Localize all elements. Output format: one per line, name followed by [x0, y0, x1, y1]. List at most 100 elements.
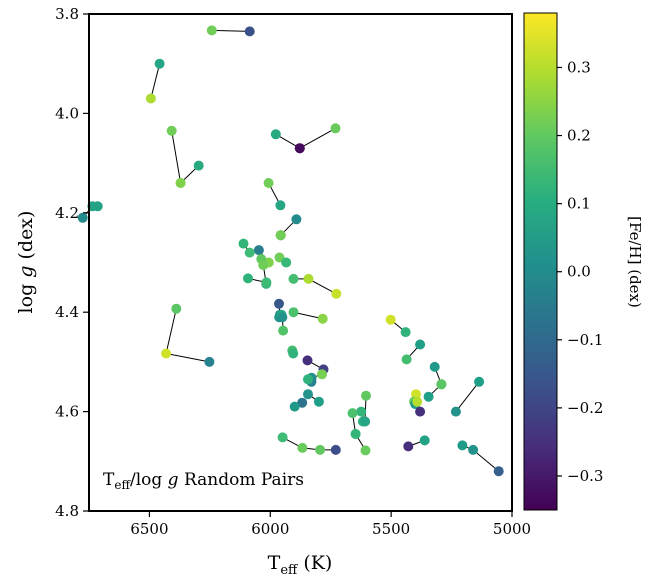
data-point: [411, 389, 421, 400]
data-point: [270, 129, 281, 140]
data-point: [330, 444, 341, 455]
data-point: [317, 313, 328, 324]
data-point: [474, 376, 485, 387]
data-point: [297, 397, 308, 408]
data-point: [288, 348, 299, 359]
colorbar-tick-label: −0.1: [567, 331, 603, 349]
y-tick-label: 4.2: [55, 204, 79, 222]
y-axis-ticks: 3.8 4.0 4.2 4.4 4.6 4.8: [55, 5, 89, 520]
data-point: [401, 354, 412, 365]
data-point: [297, 442, 308, 453]
pair-line: [165, 308, 210, 363]
data-point: [154, 58, 165, 69]
pair-line: [462, 444, 500, 472]
y-tick-label: 3.8: [55, 5, 79, 23]
data-point: [206, 25, 217, 36]
data-point: [415, 406, 426, 417]
data-point: [313, 396, 324, 407]
colorbar-label: [Fe/H] (dex): [626, 216, 644, 308]
data-point: [429, 361, 440, 372]
x-tick-label: 5500: [372, 520, 410, 538]
data-point: [403, 441, 414, 452]
data-point: [360, 416, 370, 427]
plot-area: 6500 6000 5500 5000 3.8 4.0 4.2 4.4 4.6 4.8 Teff…: [55, 5, 531, 538]
colorbar-tick-label: 0.1: [567, 195, 591, 213]
data-point: [77, 212, 88, 223]
data-point: [244, 247, 255, 258]
data-point: [258, 260, 269, 270]
colorbar-tick-label: 0.2: [567, 127, 591, 145]
y-tick-label: 4.0: [55, 104, 79, 122]
data-point: [175, 178, 186, 188]
colorbar-tick-label: 0.0: [567, 263, 591, 281]
data-point: [161, 348, 172, 359]
data-point: [261, 277, 272, 288]
colorbar: 0.3 0.2 0.1 0.0 −0.1 −0.2 −0.3 [Fe/H] (dex): [523, 12, 644, 511]
data-point: [317, 369, 327, 380]
x-tick-label: 5000: [493, 520, 531, 538]
data-point: [415, 339, 426, 350]
pair-line: [171, 130, 182, 184]
data-point: [436, 379, 447, 390]
colorbar-gradient: [523, 12, 558, 511]
y-tick-label: 4.6: [55, 403, 79, 421]
data-point: [275, 200, 286, 211]
data-point: [457, 440, 468, 451]
data-point: [278, 325, 289, 336]
data-point: [253, 245, 264, 256]
data-point: [288, 273, 299, 284]
pair-line: [150, 63, 161, 99]
data-point: [204, 356, 215, 367]
data-point: [412, 396, 423, 407]
data-point: [331, 288, 342, 299]
pair-line: [282, 436, 336, 451]
data-point: [347, 408, 358, 419]
colorbar-ticks: 0.3 0.2 0.1 0.0 −0.1 −0.2 −0.3: [557, 58, 603, 485]
x-tick-label: 6000: [251, 520, 289, 538]
data-point: [423, 391, 434, 402]
y-tick-label: 4.4: [55, 303, 79, 321]
x-axis-label: Teff (K): [268, 552, 333, 577]
data-point: [303, 374, 313, 385]
data-point: [360, 445, 371, 456]
data-point: [274, 298, 284, 309]
data-point: [330, 123, 341, 134]
plot-annotation: Teff/log g Random Pairs: [103, 470, 304, 492]
data-point: [277, 312, 288, 323]
data-point: [493, 466, 504, 477]
pair-line: [293, 278, 337, 295]
data-point: [315, 444, 326, 455]
data-point: [166, 125, 177, 136]
data-point: [419, 435, 430, 446]
x-tick-label: 6500: [130, 520, 168, 538]
pair-line: [299, 127, 336, 149]
pair-line: [211, 29, 250, 32]
data-point: [356, 406, 367, 417]
data-point: [303, 389, 313, 400]
data-point: [263, 178, 274, 188]
x-axis-ticks: 6500 6000 5500 5000: [130, 511, 531, 538]
colorbar-tick-label: −0.3: [567, 467, 603, 485]
data-point: [302, 355, 313, 366]
pair-line: [455, 381, 480, 412]
plot-frame: [88, 13, 513, 512]
data-points: [77, 25, 504, 477]
data-point: [243, 273, 253, 284]
data-point: [303, 273, 314, 284]
data-point: [244, 26, 255, 37]
data-point: [275, 230, 286, 241]
data-point: [450, 406, 461, 417]
colorbar-tick-label: −0.2: [567, 399, 603, 417]
data-point: [350, 429, 361, 439]
data-point: [277, 432, 288, 443]
data-point: [289, 401, 300, 412]
data-point: [238, 238, 249, 249]
colorbar-tick-label: 0.3: [567, 58, 591, 76]
data-point: [385, 314, 396, 325]
data-point: [193, 160, 204, 171]
data-point: [361, 390, 371, 401]
data-point: [145, 93, 156, 104]
data-point: [294, 143, 305, 154]
y-tick-label: 4.8: [55, 502, 79, 520]
